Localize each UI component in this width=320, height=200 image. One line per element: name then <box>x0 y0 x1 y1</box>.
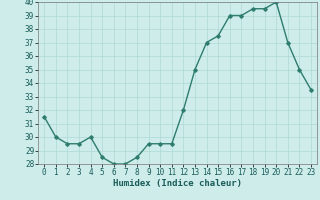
X-axis label: Humidex (Indice chaleur): Humidex (Indice chaleur) <box>113 179 242 188</box>
